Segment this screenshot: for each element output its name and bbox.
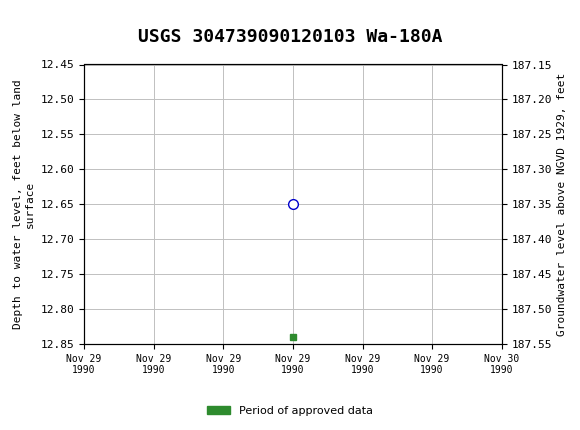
Legend: Period of approved data: Period of approved data	[203, 401, 377, 420]
Text: USGS: USGS	[41, 10, 88, 29]
Text: USGS 304739090120103 Wa-180A: USGS 304739090120103 Wa-180A	[138, 28, 442, 46]
Y-axis label: Depth to water level, feet below land
surface: Depth to water level, feet below land su…	[13, 80, 35, 329]
Y-axis label: Groundwater level above NGVD 1929, feet: Groundwater level above NGVD 1929, feet	[557, 73, 567, 336]
